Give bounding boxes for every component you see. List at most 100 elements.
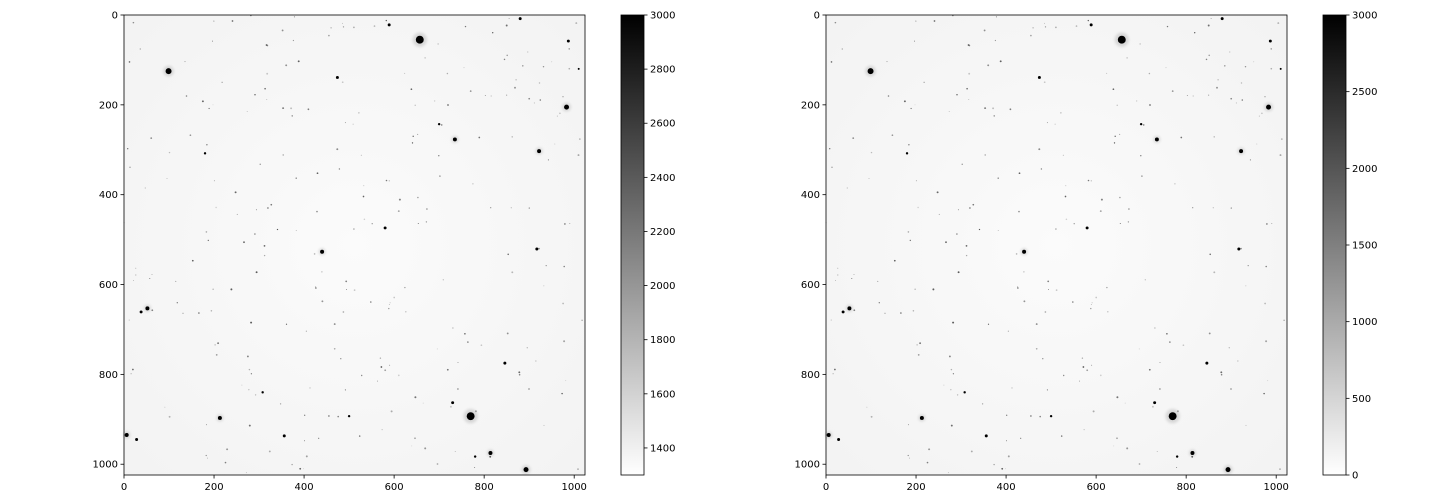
- star-7: [535, 247, 539, 251]
- star-24: [1279, 67, 1282, 70]
- star-22: [1205, 361, 1209, 365]
- star-26: [347, 414, 351, 418]
- colorbar-tick-label: 2000: [1352, 164, 1377, 175]
- colorbar-tick-label: 2200: [650, 227, 675, 238]
- x-tick-label: 600: [385, 482, 404, 493]
- x-tick-label: 800: [475, 482, 494, 493]
- star-18: [1220, 17, 1224, 21]
- colorbar-tick-label: 1000: [1352, 317, 1377, 328]
- star-20: [383, 226, 387, 230]
- y-tick-label: 0: [112, 11, 118, 22]
- image-panel-1: 0 200 400 600 800 100002004006008001000140016…: [93, 11, 676, 494]
- x-tick-label: 1000: [1263, 482, 1288, 493]
- y-tick-label: 200: [99, 100, 118, 111]
- y-tick-label: 400: [801, 190, 820, 201]
- colorbar-tick-label: 2000: [650, 281, 675, 292]
- star-29: [1175, 455, 1179, 458]
- star-2: [867, 68, 874, 75]
- star-9: [841, 310, 845, 314]
- star-6: [1022, 249, 1027, 254]
- colorbar-tick-label: 2800: [650, 65, 675, 76]
- star-27: [203, 152, 207, 155]
- colorbar: 0 500 1000 1500 2000 2500 3000: [1322, 11, 1377, 482]
- star-18: [518, 17, 522, 21]
- star-25: [261, 391, 264, 394]
- star-19: [1037, 75, 1041, 79]
- y-tick-label: 1000: [795, 460, 820, 471]
- star-17: [1089, 23, 1093, 27]
- star-7: [1237, 247, 1241, 251]
- star-14: [1225, 467, 1231, 473]
- colorbar-tick-label: 0: [1352, 471, 1358, 482]
- image-noise: [825, 15, 1288, 474]
- star-29: [473, 455, 477, 458]
- y-tick-label: 0: [814, 11, 820, 22]
- star-11: [217, 415, 222, 420]
- star-28: [1139, 122, 1143, 126]
- star-12: [984, 434, 988, 438]
- axes-frame: [825, 14, 1288, 476]
- star-23: [566, 39, 570, 43]
- star-26: [1049, 414, 1053, 418]
- image-background: [826, 15, 1287, 475]
- star-13: [488, 451, 493, 455]
- colorbar: 1400 1600 1800 2000 2200 2400 2600 2800 3000: [620, 11, 675, 476]
- colorbar-tick-label: 1400: [650, 443, 675, 454]
- colorbar-gradient: [620, 14, 645, 476]
- y-tick-label: 200: [801, 100, 820, 111]
- colorbar-tick-label: 2600: [650, 119, 675, 130]
- colorbar-tick-label: 2500: [1352, 87, 1377, 98]
- y-tick-label: 400: [99, 190, 118, 201]
- star-20: [1085, 226, 1089, 230]
- star-5: [1239, 149, 1244, 154]
- stars: [123, 17, 580, 475]
- star-15: [124, 433, 129, 438]
- star-8: [145, 306, 150, 311]
- star-23: [1268, 39, 1272, 43]
- star-9: [139, 310, 143, 314]
- star-1: [415, 35, 424, 44]
- stars: [825, 17, 1282, 475]
- star-21: [451, 401, 455, 405]
- x-tick-label: 200: [204, 482, 223, 493]
- star-6: [320, 249, 325, 254]
- star-10: [1168, 412, 1177, 421]
- x-tick-label: 200: [906, 482, 925, 493]
- x-tick-label: 600: [1087, 482, 1106, 493]
- y-tick-label: 600: [99, 280, 118, 291]
- y-tick-label: 800: [801, 370, 820, 381]
- star-24: [577, 67, 580, 70]
- star-21: [1153, 401, 1157, 405]
- colorbar-tick-label: 1800: [650, 335, 675, 346]
- image-noise: [123, 15, 586, 474]
- colorbar-tick-label: 3000: [650, 11, 675, 22]
- star-1: [1117, 35, 1126, 44]
- colorbar-tick-label: 1600: [650, 389, 675, 400]
- star-13: [1190, 451, 1195, 455]
- colorbar-tick-label: 2400: [650, 173, 675, 184]
- x-tick-label: 800: [1177, 482, 1196, 493]
- star-15: [826, 433, 831, 438]
- star-17: [387, 23, 391, 27]
- x-tick-label: 0: [823, 482, 829, 493]
- colorbar-tick-label: 3000: [1352, 11, 1377, 22]
- star-22: [503, 361, 507, 365]
- y-tick-label: 1000: [93, 460, 118, 471]
- star-5: [537, 149, 542, 154]
- colorbar-gradient: [1322, 14, 1347, 476]
- star-2: [165, 68, 172, 75]
- star-8: [847, 306, 852, 311]
- star-16: [837, 438, 841, 441]
- star-12: [282, 434, 286, 438]
- axes-frame: [123, 14, 586, 476]
- colorbar-tick-label: 1500: [1352, 241, 1377, 252]
- colorbar-tick-label: 500: [1352, 394, 1371, 405]
- image-panel-2: 0 200 400 600 800 100002004006008001000050010…: [795, 11, 1378, 494]
- star-10: [466, 412, 475, 421]
- star-25: [963, 391, 966, 394]
- star-27: [905, 152, 909, 155]
- image-background: [124, 15, 585, 475]
- x-tick-label: 0: [121, 482, 127, 493]
- x-tick-label: 400: [295, 482, 314, 493]
